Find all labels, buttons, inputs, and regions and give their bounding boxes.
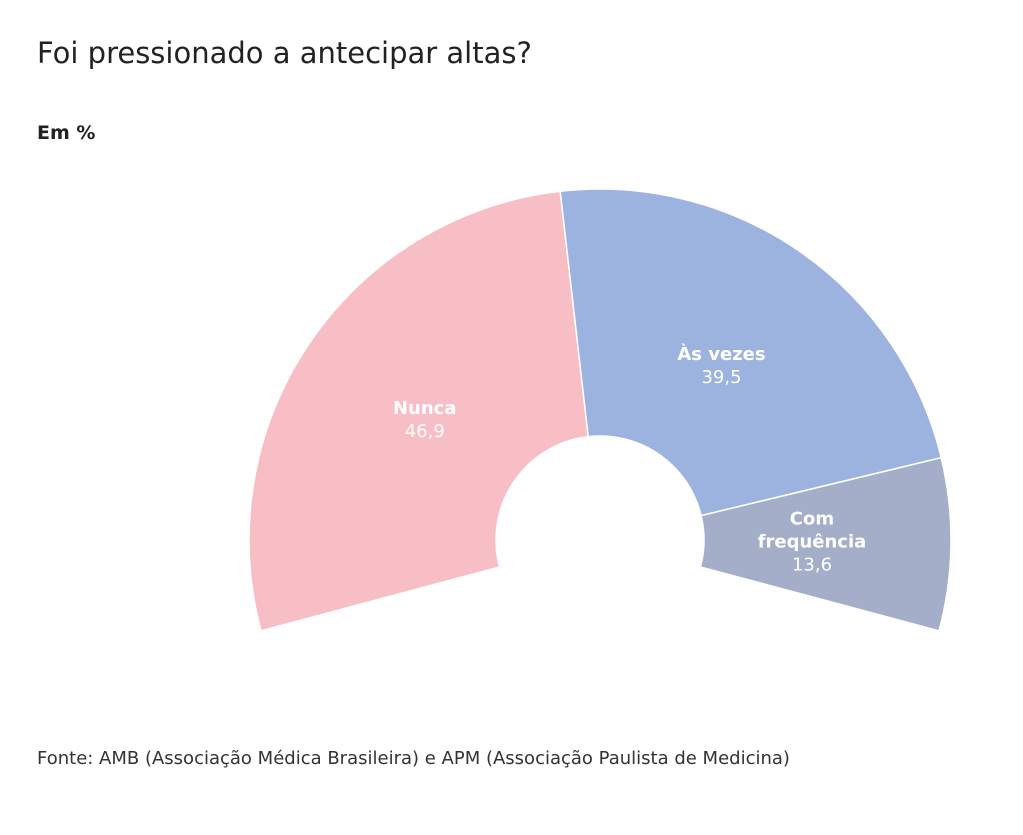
slice-2-value: 13,6 bbox=[792, 555, 832, 576]
chart-source: Fonte: AMB (Associação Médica Brasileira… bbox=[37, 748, 790, 769]
slice-2 bbox=[699, 456, 952, 632]
slice-0 bbox=[248, 190, 590, 632]
slice-0-label-line-0: Nunca bbox=[393, 398, 457, 419]
chart-title: Foi pressionado a antecipar altas? bbox=[37, 36, 532, 70]
slice-1-value: 39,5 bbox=[701, 367, 741, 388]
slice-2-label-line-1: frequência bbox=[758, 532, 867, 553]
chart-subtitle: Em % bbox=[37, 122, 96, 144]
slice-1-label-line-0: Às vezes bbox=[677, 343, 765, 365]
slice-0-value: 46,9 bbox=[405, 421, 445, 442]
slice-1 bbox=[559, 188, 943, 517]
slice-2-label-line-0: Com bbox=[790, 509, 834, 530]
